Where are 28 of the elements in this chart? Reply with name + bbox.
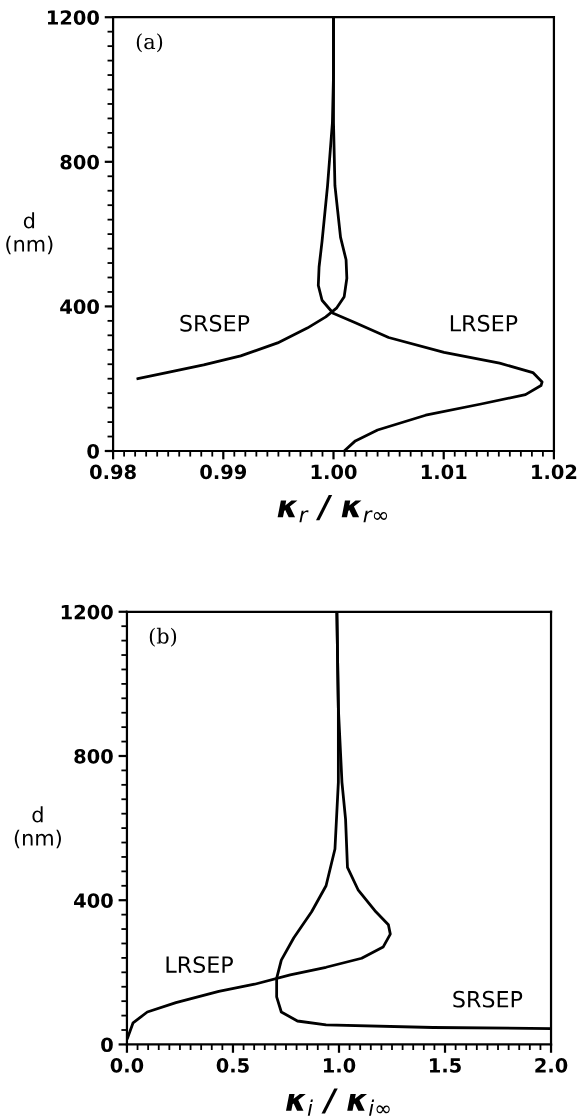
y-tick-label: 800 bbox=[74, 748, 113, 764]
x-tick-label: 1.0 bbox=[323, 1057, 356, 1073]
y-axis-title: d (nm) bbox=[14, 806, 61, 849]
y-tick-label: 800 bbox=[60, 154, 99, 170]
annotation: LRSEP bbox=[166, 956, 233, 973]
annotation: LRSEP bbox=[450, 314, 518, 332]
x-tick-label: 1.00 bbox=[311, 464, 357, 480]
y-tick-label: 400 bbox=[60, 299, 99, 315]
x-axis-title: κ$_{i}$ / κ$_{i∞}$ bbox=[286, 1088, 390, 1116]
y-tick-label: 400 bbox=[74, 893, 113, 908]
annotation: SRSEP bbox=[180, 314, 250, 332]
y-tick-label: 0 bbox=[101, 1037, 113, 1053]
y-axis-title: d (nm) bbox=[6, 212, 53, 255]
y-tick-label: 1200 bbox=[47, 10, 99, 25]
x-tick-label: 0.99 bbox=[200, 464, 247, 480]
x-tick-label: 0.98 bbox=[90, 464, 136, 480]
x-tick-label: 1.5 bbox=[429, 1058, 461, 1073]
x-tick-label: 0.5 bbox=[216, 1057, 249, 1073]
annotation: (b) bbox=[149, 627, 177, 647]
x-tick-label: 2.0 bbox=[535, 1057, 568, 1073]
x-axis-title: κ$_{r}$ / κ$_{r∞}$ bbox=[277, 495, 388, 523]
y-tick-label: 0 bbox=[87, 443, 99, 459]
annotation: (a) bbox=[136, 33, 163, 53]
x-tick-label: 1.01 bbox=[421, 464, 467, 480]
x-tick-label: 1.02 bbox=[532, 464, 577, 480]
x-tick-label: 0.0 bbox=[110, 1057, 144, 1073]
annotation: SRSEP bbox=[453, 990, 523, 1008]
y-tick-label: 1200 bbox=[61, 604, 113, 620]
